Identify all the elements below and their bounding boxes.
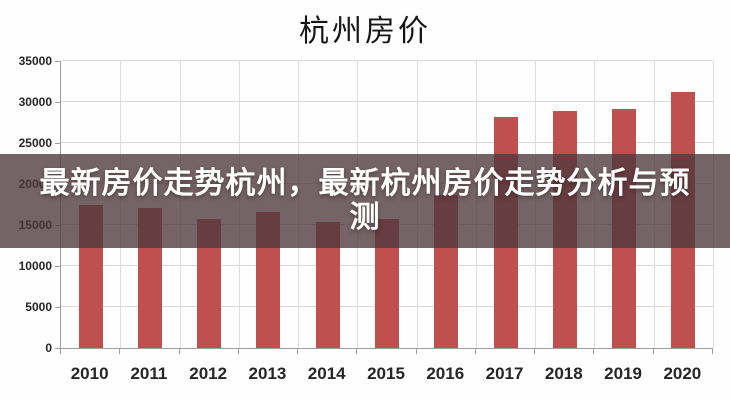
x-tick-mark	[178, 349, 180, 354]
x-tick-mark	[652, 349, 654, 354]
headline-overlay: 最新房价走势杭州，最新杭州房价走势分析与预 测	[0, 154, 730, 248]
x-tick-mark	[474, 349, 476, 354]
h-gridline	[61, 101, 713, 102]
y-axis-label: 5000	[25, 300, 52, 314]
y-axis-label: 35000	[18, 54, 52, 68]
x-axis-label: 2011	[130, 364, 168, 383]
x-tick-mark	[712, 349, 713, 354]
x-tick-mark	[415, 349, 417, 354]
x-axis-label: 2017	[485, 364, 524, 383]
h-gridline	[61, 142, 713, 143]
x-tick-mark	[297, 349, 299, 354]
x-axis-label: 2015	[367, 364, 405, 383]
x-tick-mark	[60, 349, 61, 354]
headline-line-1: 最新房价走势杭州，最新杭州房价走势分析与预	[39, 167, 691, 200]
chart-title: 杭州房价	[299, 15, 431, 48]
x-axis-label: 2018	[544, 364, 583, 383]
x-axis-label: 2012	[189, 364, 228, 383]
x-axis-label: 2014	[307, 364, 346, 383]
x-axis-label: 2013	[248, 364, 287, 383]
x-axis-label: 2020	[663, 364, 702, 383]
x-axis-label: 2016	[426, 364, 465, 383]
y-tick-mark	[55, 348, 60, 349]
y-axis-label: 10000	[18, 259, 52, 273]
x-tick-mark	[593, 349, 595, 354]
x-tick-mark	[119, 349, 121, 354]
x-axis-label: 2010	[70, 364, 109, 383]
y-tick-mark	[55, 307, 60, 308]
y-axis-label: 30000	[18, 95, 52, 109]
h-gridline	[61, 60, 713, 61]
y-axis-label: 0	[45, 341, 52, 355]
x-tick-mark	[534, 349, 536, 354]
y-tick-mark	[55, 143, 60, 144]
x-tick-mark	[237, 349, 239, 354]
x-tick-mark	[356, 349, 358, 354]
headline-line-2: 测	[349, 201, 381, 234]
y-axis-label: 25000	[18, 136, 52, 150]
y-tick-mark	[55, 61, 60, 62]
y-tick-mark	[55, 102, 60, 103]
x-axis-label: 2019	[604, 364, 642, 383]
y-tick-mark	[55, 266, 60, 267]
